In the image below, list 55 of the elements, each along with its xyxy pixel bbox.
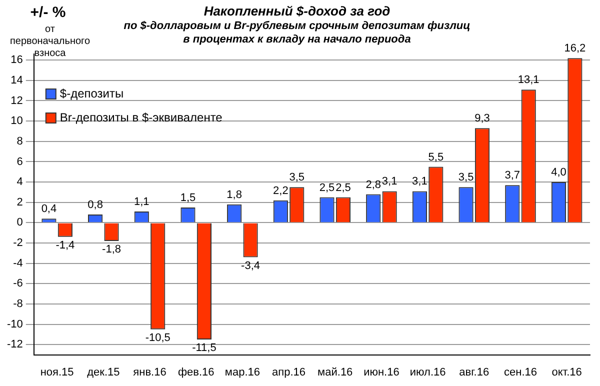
y-tick-label: 6 [16,156,23,168]
data-label: 3,7 [504,170,520,182]
y-tick-label: 8 [16,135,23,148]
x-tick-label: июл.16 [410,366,446,378]
chart-title: Накопленный $-доход за год [204,3,390,18]
y-tick-label: 10 [10,115,23,128]
y-tick-label: -12 [6,338,23,351]
data-label: 1,5 [180,192,196,204]
y-tick-label: -8 [13,298,23,310]
data-label: 2,5 [319,182,335,194]
data-label: 1,8 [226,188,242,201]
x-tick-label: фев.16 [178,366,214,378]
data-label: 9,3 [474,112,490,125]
data-label: 2,8 [366,178,381,191]
data-label: 4,0 [551,166,566,179]
data-label: -1,8 [102,244,122,256]
x-tick-label: мар.16 [224,366,260,378]
data-label: 3,5 [289,172,305,184]
data-label: 2,5 [336,182,351,194]
data-label: 16,2 [564,42,586,55]
y-tick-label: -4 [13,257,23,270]
x-tick-label: ноя.15 [40,366,74,378]
x-tick-label: янв.16 [133,366,166,378]
data-label: 3,1 [382,176,398,188]
legend-label: Br-депозиты в $-эквиваленте [60,110,223,124]
data-label: 5,5 [428,151,444,164]
data-label: 0,8 [88,199,103,212]
data-label: -10,5 [145,332,170,344]
x-tick-label: окт.16 [552,366,582,378]
data-label: -3,4 [241,260,260,272]
x-tick-label: сен.16 [504,366,537,378]
data-label: 3,5 [458,172,474,184]
chart-subtitle: по $-долларовым и Br-рублевым срочным депозитам физлиц в процентах к вкладу на начало периода [124,20,470,46]
x-tick-label: апр.16 [272,366,306,378]
y-axis-title: +/- % [29,4,67,21]
y-tick-label: 2 [16,196,23,208]
y-tick-label: -2 [13,237,23,250]
y-tick-label: 12 [10,94,23,107]
data-label: 0,4 [41,203,57,216]
x-tick-label: дек.15 [87,366,120,378]
data-label: 1,1 [134,196,150,208]
y-tick-label: 4 [16,176,23,188]
data-label: 3,1 [412,176,428,188]
x-tick-label: май.16 [318,366,353,378]
data-label: -11,5 [192,342,216,354]
y-tick-label: -10 [6,318,23,330]
y-tick-label: 0 [16,216,23,229]
data-label: 2,2 [273,184,288,197]
y-tick-label: 14 [10,74,23,86]
data-label: -1,4 [56,239,75,252]
y-tick-label: -6 [13,278,23,290]
legend-label: $-депозиты [60,86,124,100]
x-tick-label: июн.16 [364,366,400,378]
x-tick-label: авг.16 [459,366,490,378]
data-label: 13,1 [518,74,540,86]
